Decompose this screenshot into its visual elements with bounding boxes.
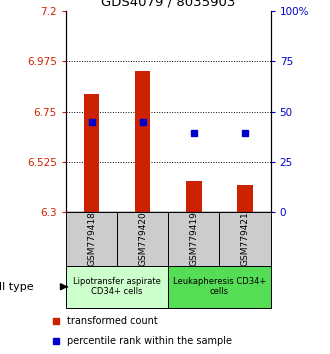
Title: GDS4079 / 8035903: GDS4079 / 8035903	[101, 0, 236, 8]
Bar	[237, 185, 253, 212]
Bar	[66, 212, 117, 266]
Text: percentile rank within the sample: percentile rank within the sample	[67, 336, 232, 346]
Text: transformed count: transformed count	[67, 316, 158, 326]
Bar	[135, 71, 150, 212]
Bar	[219, 212, 271, 266]
Text: GSM779419: GSM779419	[189, 211, 198, 267]
Text: GSM779421: GSM779421	[241, 212, 249, 266]
Text: Leukapheresis CD34+
cells: Leukapheresis CD34+ cells	[173, 277, 266, 296]
Bar	[168, 212, 219, 266]
Bar	[66, 266, 168, 308]
Text: GSM779420: GSM779420	[138, 212, 147, 266]
Bar	[117, 212, 168, 266]
Bar	[186, 181, 202, 212]
Bar	[168, 266, 271, 308]
Bar	[84, 93, 99, 212]
Text: GSM779418: GSM779418	[87, 211, 96, 267]
Text: cell type: cell type	[0, 282, 33, 292]
Text: Lipotransfer aspirate
CD34+ cells: Lipotransfer aspirate CD34+ cells	[73, 277, 161, 296]
